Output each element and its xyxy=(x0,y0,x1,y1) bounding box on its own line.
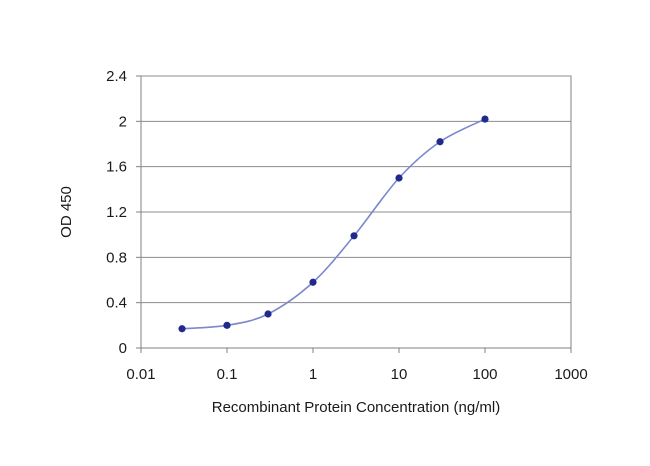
data-point xyxy=(264,310,272,318)
series-line xyxy=(181,118,486,330)
series-markers xyxy=(178,115,489,333)
x-tick-label: 10 xyxy=(391,366,408,383)
data-point xyxy=(309,278,317,286)
x-tick-label: 0.1 xyxy=(217,366,238,383)
y-tick-label: 1.6 xyxy=(106,159,127,176)
x-axis-title: Recombinant Protein Concentration (ng/ml… xyxy=(212,399,500,416)
y-tick-label: 2 xyxy=(119,113,127,130)
x-tick-label: 1000 xyxy=(554,366,587,383)
data-point xyxy=(481,115,489,123)
y-axis-title: OD 450 xyxy=(58,186,75,238)
x-tick-label: 0.01 xyxy=(126,366,155,383)
x-tick-label: 1 xyxy=(309,366,317,383)
x-tick-label: 100 xyxy=(472,366,497,383)
y-tick-label: 2.4 xyxy=(106,68,127,85)
y-tick-label: 0.4 xyxy=(106,295,127,312)
y-tick-label: 1.2 xyxy=(106,204,127,221)
y-tick-label: 0 xyxy=(119,340,127,357)
data-point xyxy=(395,174,403,182)
data-point xyxy=(436,138,444,146)
x-axis-ticks: 0.01 0.1 1 10 100 1000 xyxy=(126,348,588,383)
gridlines xyxy=(141,75,571,304)
y-axis-ticks: 0 0.4 0.8 1.2 1.6 2 2.4 xyxy=(106,68,141,357)
data-point xyxy=(178,325,186,333)
y-tick-label: 0.8 xyxy=(106,249,127,266)
data-point xyxy=(223,321,231,329)
data-point xyxy=(350,232,358,240)
